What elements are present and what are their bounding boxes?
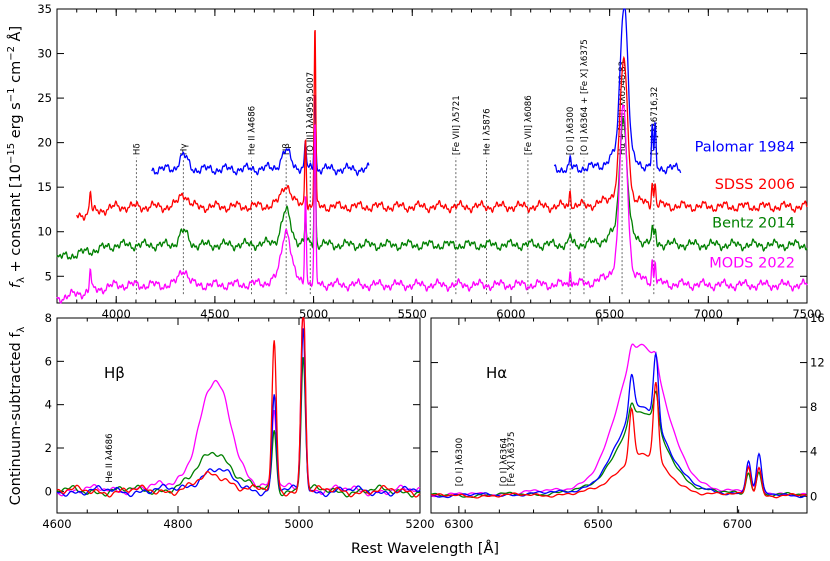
x-tick-label: 4600 [42,517,71,531]
series-line [430,390,808,499]
halpha-panel: 6300 6500 6700 0 4 8 12 16 [O I] λ6300 [O I] λ636… [430,311,825,531]
y-tick-label: 0 [810,489,817,503]
x-tick-label: 6500 [595,307,624,321]
line-label: [O I] λ6364 + [Fe X] λ6375 [580,39,590,155]
x-tick-label: 5200 [405,517,434,531]
y-tick-label: 6 [45,354,52,368]
x-tick-label: 6500 [583,517,612,531]
x-tick-label: 5500 [398,307,427,321]
line-label: Hγ [179,144,189,156]
y-tick-label: 12 [810,356,825,370]
y-tick-label: 2 [45,441,52,455]
series-line [56,115,808,260]
x-tick-label: 7000 [694,307,723,321]
series-line [56,328,421,498]
bottom-y-axis-title: Continuum-subtracted fλ [8,327,27,506]
x-tick-label: 6700 [723,517,752,531]
line-label: [O I] λ6364 [499,438,509,486]
x-tick-label: 4500 [200,307,229,321]
line-label: [Fe VII] λ5721 [452,95,462,155]
line-label: [S II] λλ6716,32 [650,87,660,155]
top-y-axis-title: fλ + constant [10−15 erg s−1 cm−2 Å] [6,26,27,288]
hbeta-panel: 4600 4800 5000 5200 0 2 4 6 8 He II λ4686 Hβ [42,311,434,531]
line-label: Hα + [N II] λλ6548,83 [618,61,628,155]
series-label: MODS 2022 [709,255,795,271]
series-line [56,317,421,498]
y-tick-label: 25 [37,91,52,105]
line-label: [O I] λ6300 [455,438,465,486]
plot-frame [430,317,808,514]
panel-label: Hα [486,364,507,382]
series-line [151,95,370,177]
y-tick-label: 20 [37,136,52,150]
y-tick-label: 16 [810,311,825,325]
y-tick-label: 10 [37,225,52,239]
series-label: SDSS 2006 [715,177,795,193]
y-tick-label: 15 [37,180,52,194]
plot-frame [56,8,808,304]
line-label: [Fe X] λ6375 [507,431,517,486]
y-tick-label: 5 [45,269,52,283]
panel-label: Hβ [104,364,125,382]
series-label: Bentz 2014 [712,215,795,231]
line-label: He II λ4686 [248,106,258,155]
y-tick-label: 8 [45,311,52,325]
y-tick-label: 8 [810,400,817,414]
series-line [56,104,808,304]
line-label: [O III] λλ4959,5007 [306,72,316,155]
series-line [430,381,808,499]
line-label: He I λ5876 [482,108,492,155]
line-label: He II λ4686 [105,433,115,482]
y-tick-label: 4 [45,398,52,412]
x-tick-label: 6300 [444,517,473,531]
line-label: [Fe VII] λ6086 [524,95,534,155]
y-tick-label: 0 [45,484,52,498]
y-tick-label: 35 [37,2,52,16]
line-label: Hδ [132,143,142,155]
x-tick-label: 4000 [102,307,131,321]
x-tick-label: 5000 [284,517,313,531]
series-line [76,29,808,221]
line-label: [O I] λ6300 [566,107,576,155]
series-line [553,8,682,175]
top-panel: 4000 4500 5000 5500 6000 6500 7000 750051015202… [37,2,821,321]
x-tick-label: 6000 [496,307,525,321]
series-label: Palomar 1984 [695,140,795,156]
y-tick-label: 30 [37,47,52,61]
y-tick-label: 4 [810,445,817,459]
x-axis-title: Rest Wavelength [Å] [351,540,499,557]
x-tick-label: 4800 [163,517,192,531]
